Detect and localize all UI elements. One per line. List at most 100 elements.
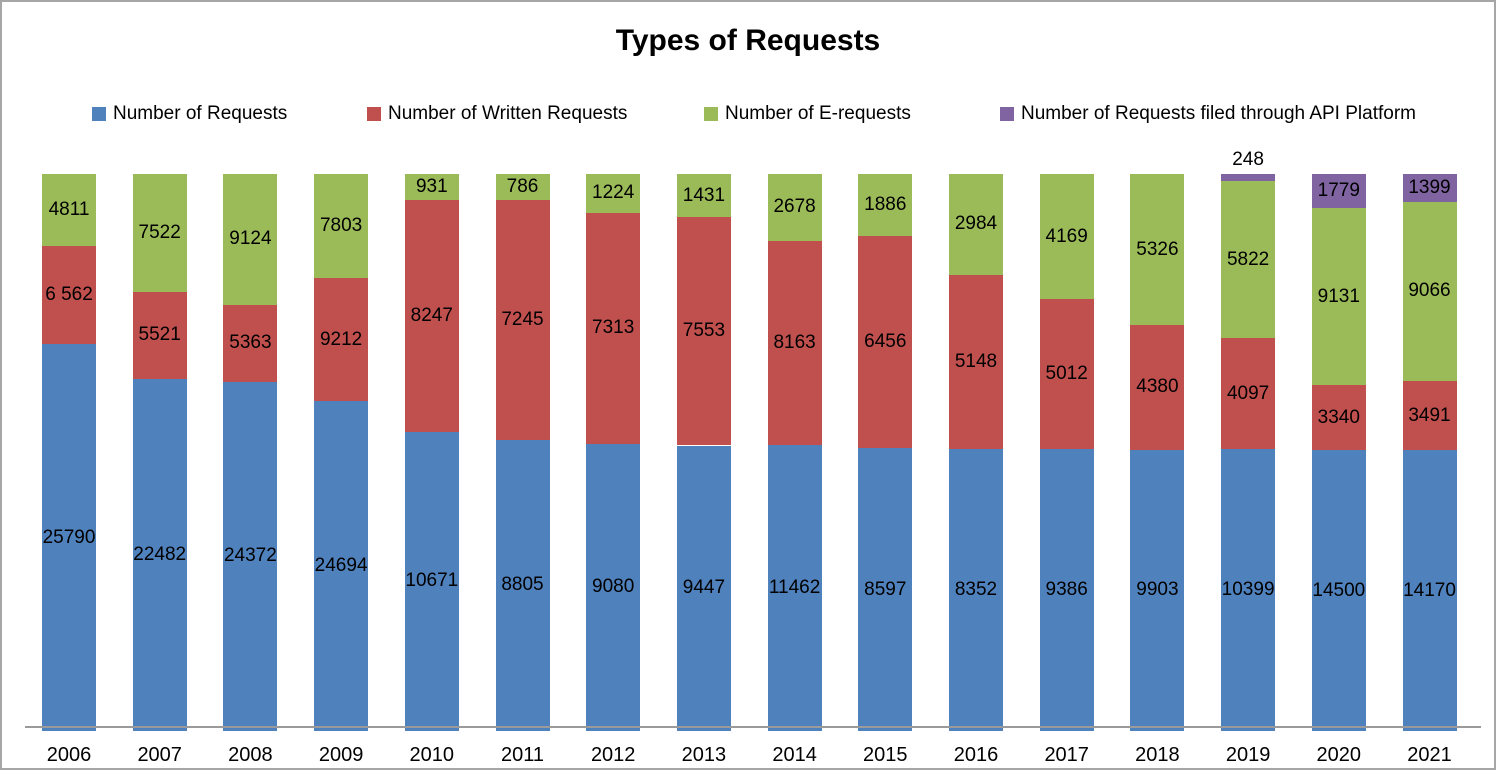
- bar-segment: [1311, 450, 1366, 731]
- data-label: 8597: [864, 578, 907, 600]
- x-axis-label: 2021: [1407, 744, 1452, 766]
- data-label: 4811: [48, 199, 90, 221]
- bar-segment: [858, 448, 913, 731]
- bar-segment: [1402, 201, 1457, 382]
- data-label: 4380: [1136, 376, 1179, 398]
- legend: Number of Requests Number of Written Requ…: [2, 101, 1494, 127]
- legend-item: Number of Requests: [92, 101, 287, 127]
- bar-segment: [314, 174, 369, 279]
- bar-segment: [132, 378, 187, 731]
- data-label: 9386: [1045, 579, 1088, 601]
- data-label: 9903: [1136, 579, 1179, 601]
- data-label: 10399: [1221, 579, 1275, 601]
- bar-segment: [1402, 450, 1457, 731]
- data-label: 7553: [682, 320, 726, 342]
- legend-item: Number of E-requests: [704, 101, 911, 127]
- x-axis-label: 2006: [46, 744, 92, 766]
- data-label: 1224: [592, 182, 635, 204]
- chart-title: Types of Requests: [615, 24, 881, 57]
- x-axis-line: [25, 726, 1481, 728]
- bar-segment: [42, 344, 96, 731]
- data-label: 14500: [1312, 579, 1366, 601]
- bar-segment: [132, 291, 187, 379]
- data-label: 22482: [133, 543, 187, 565]
- data-label: 11462: [768, 576, 821, 598]
- bar-segment: [858, 236, 913, 449]
- bar-segment: [314, 278, 369, 402]
- data-label: 1779: [1317, 180, 1360, 202]
- bar-segment: [1039, 449, 1094, 731]
- bar-segment: [314, 401, 369, 731]
- data-label: 9447: [682, 577, 726, 599]
- data-label: 4097: [1226, 382, 1270, 404]
- bar-segment: [1221, 174, 1276, 181]
- x-axis-label: 2015: [863, 744, 908, 766]
- legend-item-label: Number of Written Requests: [388, 103, 628, 124]
- x-axis-label: 2017: [1044, 744, 1089, 766]
- data-label: 2678: [773, 196, 816, 218]
- legend-item: Number of Written Requests: [367, 101, 627, 127]
- bar-segment: [42, 246, 96, 345]
- data-label: 8805: [501, 574, 544, 596]
- data-label: 25790: [42, 526, 96, 548]
- bar-segment: [1311, 174, 1366, 209]
- bar-segment: [949, 174, 1003, 275]
- data-label: 6 562: [45, 284, 93, 306]
- data-label: 931: [415, 176, 448, 198]
- data-label: 24694: [314, 555, 368, 577]
- x-axis-label: 2019: [1225, 744, 1271, 766]
- bar-segment: [1311, 385, 1366, 451]
- data-label: 1886: [864, 194, 907, 215]
- bar-segment: [767, 174, 822, 241]
- bar-segment: [1221, 449, 1276, 731]
- bar-segment: [495, 174, 550, 200]
- data-label: 2984: [954, 213, 998, 235]
- x-axis-label: 2018: [1135, 744, 1180, 766]
- bar-segment: [676, 174, 731, 218]
- bar-segment: [1039, 299, 1094, 450]
- legend-color-swatch-icon: [92, 107, 106, 121]
- data-label: 5012: [1045, 363, 1088, 385]
- data-label: 8247: [410, 304, 453, 326]
- legend-color-swatch-icon: [367, 107, 381, 121]
- bar-segment: [858, 174, 913, 237]
- data-label: 8352: [954, 578, 998, 600]
- bar-segment: [767, 444, 822, 731]
- bar-segment: [586, 174, 641, 213]
- bar-segment: [949, 274, 1003, 449]
- data-label: 24372: [223, 545, 277, 567]
- bar-segment: [1130, 449, 1185, 731]
- x-axis-label: 2007: [137, 744, 182, 766]
- bar-segment: [223, 304, 278, 382]
- data-label: 7245: [501, 308, 544, 330]
- x-axis-label: 2010: [409, 744, 455, 766]
- data-label: 7522: [138, 221, 181, 243]
- data-label: 4169: [1045, 225, 1088, 247]
- data-label: 7803: [319, 215, 363, 237]
- bar-segment: [1221, 180, 1276, 339]
- bar-segment: [223, 381, 278, 731]
- x-axis-label: 2012: [590, 744, 636, 766]
- legend-item-label: Number of E-requests: [725, 103, 911, 124]
- data-label: 5363: [229, 332, 272, 354]
- x-axis-label: 2016: [953, 744, 999, 766]
- data-label: 5148: [954, 350, 998, 372]
- x-axis-label: 2020: [1316, 744, 1362, 766]
- bar-segment: [1402, 381, 1457, 451]
- x-axis-label: 2009: [318, 744, 364, 766]
- data-label: 248: [1232, 149, 1264, 170]
- legend-item: Number of Requests filed through API Pla…: [1000, 101, 1416, 127]
- bar-segment: [1130, 174, 1185, 326]
- x-axis-label: 2014: [772, 744, 817, 766]
- bar-segment: [495, 200, 550, 440]
- data-label: 14170: [1403, 579, 1456, 601]
- data-label: 1431: [682, 184, 726, 206]
- bar-segment: [1221, 338, 1276, 450]
- x-axis-label: 2013: [681, 744, 727, 766]
- x-axis-label: 2008: [228, 744, 273, 766]
- bar-segment: [495, 439, 550, 731]
- data-label: 10671: [405, 570, 459, 592]
- bar-segment: [1039, 174, 1094, 300]
